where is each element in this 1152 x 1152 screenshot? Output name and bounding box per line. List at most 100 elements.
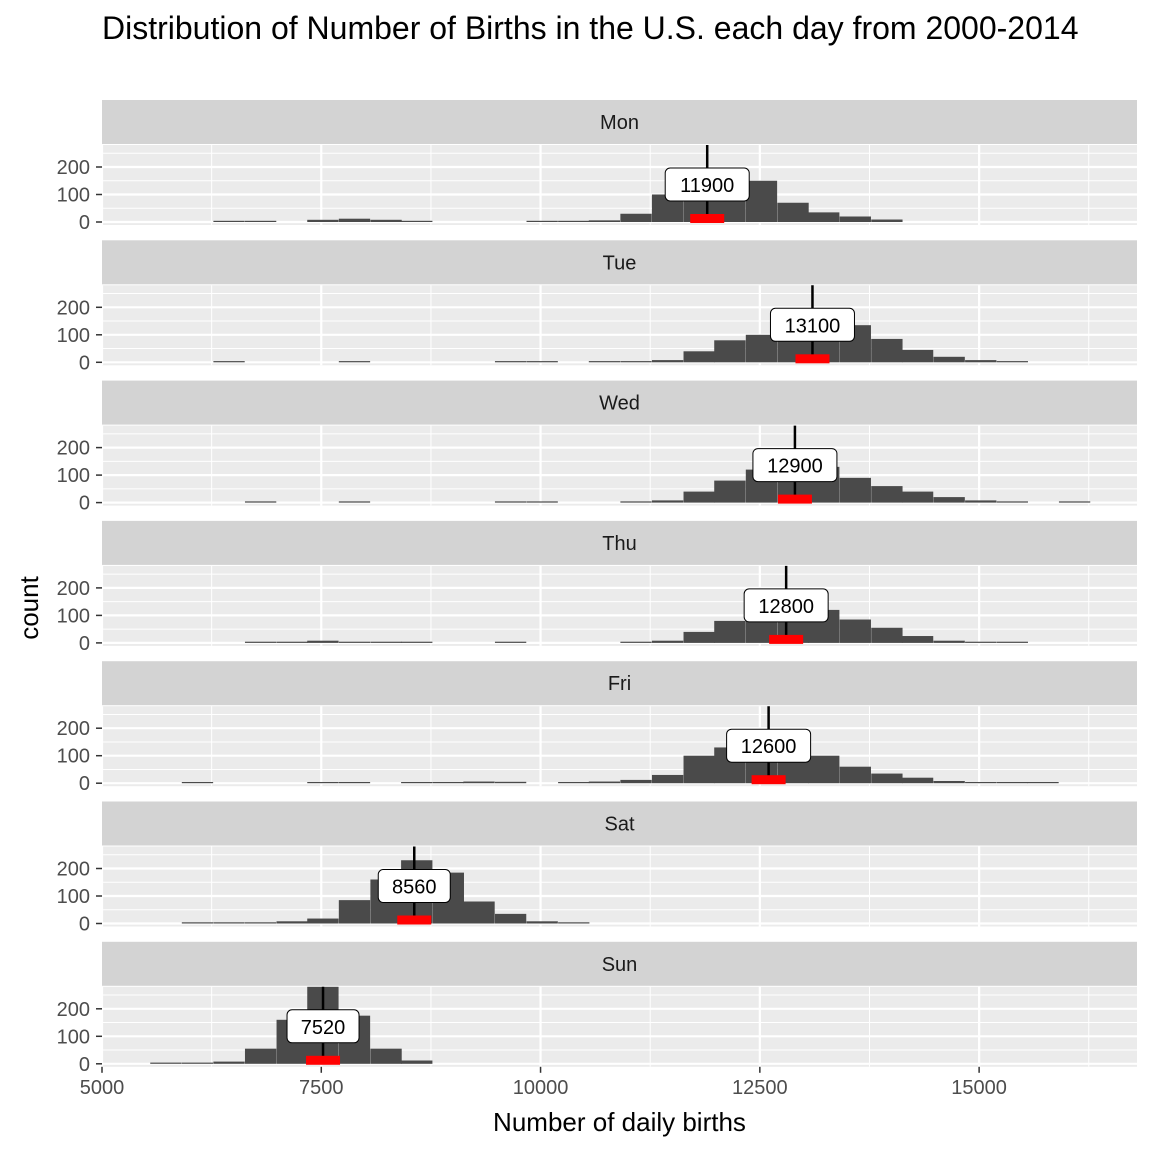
y-tick-label: 200 <box>57 297 90 319</box>
histogram-bar <box>338 641 371 643</box>
histogram-bar <box>244 1048 277 1064</box>
histogram-bar <box>494 501 527 503</box>
facet-strip-label: Mon <box>600 112 639 134</box>
facet-panel <box>102 425 1137 506</box>
histogram-bar <box>871 773 903 784</box>
histogram-bar <box>901 777 934 784</box>
histogram-bar <box>683 755 715 784</box>
histogram-bar <box>933 781 965 784</box>
median-label-box <box>664 167 750 202</box>
histogram-bar <box>933 640 965 643</box>
histogram-bar <box>401 220 433 222</box>
histogram-bar <box>338 782 371 784</box>
histogram-bar <box>463 781 495 784</box>
chart-title: Distribution of Number of Births in the … <box>102 10 1079 46</box>
histogram-bar <box>620 501 652 503</box>
facet-strip-label: Fri <box>608 673 631 695</box>
median-interval-mark <box>795 354 830 364</box>
facet-thu: Thu 0 100 200 12800 <box>57 520 1137 655</box>
histogram-bar <box>620 779 652 784</box>
x-tick-label: 10000 <box>513 1077 569 1099</box>
histogram-bar <box>651 360 684 363</box>
histogram-bar <box>683 351 715 363</box>
histogram-bar <box>933 497 965 503</box>
facet-strip <box>102 240 1137 285</box>
histogram-bar <box>244 922 277 924</box>
y-tick-label: 0 <box>79 212 90 234</box>
histogram-bar <box>996 361 1028 363</box>
histogram-bar <box>871 486 903 503</box>
histogram-bar <box>683 491 715 503</box>
histogram-bar <box>683 631 715 643</box>
histogram-bar <box>494 641 527 643</box>
y-tick-label: 100 <box>57 886 90 908</box>
y-tick-label: 200 <box>57 999 90 1021</box>
median-label-box <box>377 869 451 903</box>
histogram-bar <box>871 219 903 222</box>
median-label-box <box>752 448 838 483</box>
histogram-bar <box>901 491 934 503</box>
histogram-bar <box>526 921 558 924</box>
histogram-bar <box>1058 501 1091 503</box>
y-tick-label: 0 <box>79 352 90 374</box>
facet-panel <box>102 145 1137 225</box>
histogram-bar <box>901 349 934 363</box>
facet-sun: Sun 0 100 200 7520 <box>57 941 1137 1076</box>
histogram-bar <box>714 620 746 643</box>
histogram-bar <box>213 922 245 924</box>
histogram-bar <box>213 361 245 363</box>
facet-strip-label: Thu <box>602 533 636 555</box>
histogram-bar <box>965 500 997 503</box>
histogram-bar <box>620 361 652 363</box>
facet-tue: Tue 0 100 200 13100 <box>57 240 1137 374</box>
histogram-bar <box>965 641 997 643</box>
histogram-bar <box>370 1048 402 1064</box>
median-label: 13100 <box>785 315 841 337</box>
y-axis-title: count <box>14 575 44 639</box>
histogram-bar <box>526 501 558 503</box>
y-tick-label: 0 <box>79 1054 90 1076</box>
median-label: 8560 <box>392 877 437 899</box>
histogram-bar <box>651 640 684 643</box>
histogram-bar <box>463 901 495 924</box>
histogram-bar <box>996 641 1028 643</box>
y-tick-label: 200 <box>57 859 90 881</box>
facet-strip <box>102 520 1137 565</box>
y-tick-label: 200 <box>57 157 90 179</box>
histogram-bar <box>965 360 997 363</box>
facet-mon: Mon 0 100 200 11900 <box>57 100 1137 234</box>
facet-strip-label: Wed <box>599 393 640 415</box>
histogram-bar <box>181 922 214 924</box>
histogram-bar <box>588 361 621 363</box>
histogram-bar <box>871 627 903 643</box>
histogram-bar <box>965 782 997 784</box>
y-tick-label: 100 <box>57 1026 90 1048</box>
x-axis-title: Number of daily births <box>493 1107 746 1137</box>
x-tick-label: 7500 <box>299 1077 344 1099</box>
facet-strip-label: Sun <box>602 954 638 976</box>
histogram-bar <box>213 220 245 222</box>
median-label-box <box>743 588 829 623</box>
histogram-bar <box>401 641 433 643</box>
y-tick-label: 100 <box>57 605 90 627</box>
histogram-bar <box>494 913 527 924</box>
histogram-bar <box>338 218 371 222</box>
median-label: 7520 <box>301 1017 346 1039</box>
histogram-bar <box>307 640 339 643</box>
facet-panel <box>102 846 1137 927</box>
y-tick-label: 0 <box>79 773 90 795</box>
histogram-bar <box>745 180 778 222</box>
histogram-bar <box>181 1062 214 1064</box>
histogram-bar <box>714 480 746 503</box>
y-tick-label: 200 <box>57 578 90 600</box>
histogram-bar <box>839 766 871 784</box>
histogram-bar <box>338 361 371 363</box>
median-label-box <box>286 1009 360 1044</box>
histogram-bar <box>150 1062 182 1064</box>
histogram-bar <box>401 1060 433 1064</box>
histogram-bar <box>933 356 965 363</box>
histogram-bar <box>1027 782 1059 784</box>
histogram-bar <box>651 774 684 784</box>
histogram-bar <box>276 641 308 643</box>
histogram-bar <box>338 900 371 924</box>
